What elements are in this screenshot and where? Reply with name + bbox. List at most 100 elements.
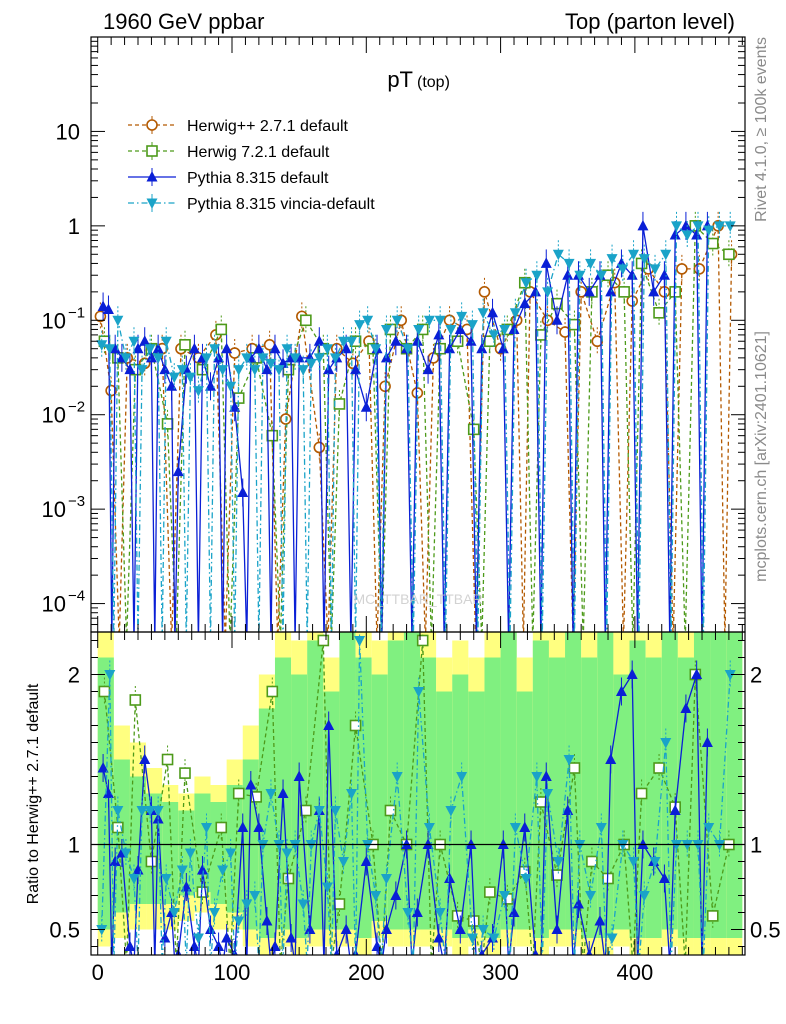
ratio-series-2-point (152, 806, 164, 817)
ratio-series-2-point (617, 840, 629, 851)
band-green-bin (371, 674, 388, 921)
ratio-series-1-point (701, 736, 713, 747)
ratio-series-2-point (305, 840, 317, 851)
main-series-2-point (508, 323, 520, 334)
main-series-3-point (104, 344, 116, 355)
main-series-2-point (454, 323, 466, 334)
main-series-2-point (626, 269, 638, 280)
legend: Herwig++ 2.7.1 default Herwig 7.2.1 defau… (128, 116, 375, 213)
rivet-label: Rivet 4.1.0, ≥ 100k events (753, 37, 770, 222)
main-series-2-point (124, 363, 136, 375)
ratio-series-1-line (102, 672, 709, 955)
main-series-3-point (445, 324, 457, 336)
main-series-3-point (200, 353, 212, 364)
main-series-2-point (323, 363, 335, 375)
band-green-bin (258, 708, 275, 938)
main-series-3-point (423, 315, 435, 327)
main-series-2-point (497, 342, 509, 354)
main-series-2-point (691, 229, 703, 240)
ratio-series-1-point (497, 838, 509, 849)
legend-marker-3 (146, 198, 158, 209)
ratio-series-1-point (422, 838, 434, 849)
main-series-2-point (109, 342, 121, 354)
main-series-2-point (253, 342, 265, 354)
x-tick-label: 100 (214, 960, 251, 985)
ratio-series-1-point (478, 949, 485, 955)
ratio-series-2-point (200, 823, 212, 834)
ratio-series-2-point (703, 823, 715, 834)
ratio-series-1-point (572, 898, 584, 909)
header-left: 1960 GeV ppbar (103, 9, 264, 34)
ratio-series-2-point (380, 874, 392, 885)
ratio-series-1-point (454, 923, 466, 934)
main-series-2-point (519, 297, 531, 309)
ratio-series-0-point (586, 855, 598, 868)
ratio-series-2-point (184, 848, 196, 859)
main-y-tick-exponent: −2 (68, 399, 85, 416)
main-series-2-point (583, 285, 595, 297)
ratio-y-tick-label: 1 (68, 833, 80, 858)
ratio-series-2-point (281, 848, 293, 859)
ratio-series-1-point (519, 821, 531, 832)
main-series-3-point (671, 221, 683, 232)
main-series-3-point (249, 365, 261, 376)
ratio-series-2-point (606, 933, 618, 944)
main-series-3-point (241, 353, 253, 364)
main-series-3-point (305, 358, 317, 370)
ratio-series-2-point (509, 823, 521, 834)
ratio-series-2-point (692, 840, 704, 851)
main-series-3-point (380, 324, 392, 336)
main-y-tick-label: 10 (42, 497, 66, 522)
main-series-2-point (340, 342, 352, 354)
main-series-2-point (551, 314, 563, 325)
main-series-3-point (329, 353, 341, 364)
ratio-series-0-point (349, 719, 362, 732)
main-series-3-point (713, 221, 725, 232)
ratio-series-2-point (136, 806, 148, 817)
band-green-bin (307, 640, 324, 930)
main-series-2-point (444, 342, 456, 354)
main-series-2-point (669, 229, 681, 240)
band-green-bin (548, 657, 566, 930)
ratio-series-1-point (680, 702, 692, 713)
main-series-3-point (692, 221, 704, 232)
main-series-3-point (606, 254, 618, 265)
band-green-bin (387, 640, 404, 930)
main-series-3-point (257, 353, 269, 364)
main-series-3-point (168, 372, 180, 384)
ratio-series-1-point (540, 770, 552, 781)
band-green-bin (484, 657, 501, 938)
main-series-1-point (451, 335, 464, 348)
mcplots-label: mcplots.cern.ch [arXiv:2401.10621] (753, 331, 770, 582)
ratio-series-0-point (568, 762, 581, 774)
main-series-3-point (152, 353, 164, 364)
ratio-series-2-point (128, 874, 140, 885)
band-green-bin (565, 632, 582, 930)
main-series-1-point (568, 318, 581, 331)
main-series-3-point (96, 340, 108, 351)
ratio-series-1-point (340, 923, 352, 934)
ratio-series-1-point (97, 762, 109, 773)
main-series-3-point (233, 365, 245, 376)
ratio-series-1-point (562, 804, 574, 815)
band-green-bin (339, 632, 356, 930)
x-tick-label: 400 (617, 960, 654, 985)
ratio-series-0-point (333, 898, 346, 910)
main-series-2-point (97, 300, 109, 311)
main-series-2-point (465, 335, 477, 346)
main-series-1-point (215, 323, 228, 336)
ratio-series-1-point (277, 787, 289, 798)
ratio-series-2-point (209, 908, 221, 919)
main-series-3-point (466, 320, 478, 331)
main-series-2-point (261, 363, 273, 375)
ratio-series-1-point (102, 787, 114, 798)
ratio-series-1-point (304, 923, 316, 934)
ratio-series-1-point (551, 923, 563, 934)
main-series-0-point (676, 263, 688, 275)
ratio-series-1-point (691, 668, 703, 679)
main-series-3-point (703, 225, 715, 237)
main-series-2-point (540, 257, 552, 268)
main-series-3-point (362, 315, 374, 327)
ratio-series-2-point (531, 772, 543, 783)
